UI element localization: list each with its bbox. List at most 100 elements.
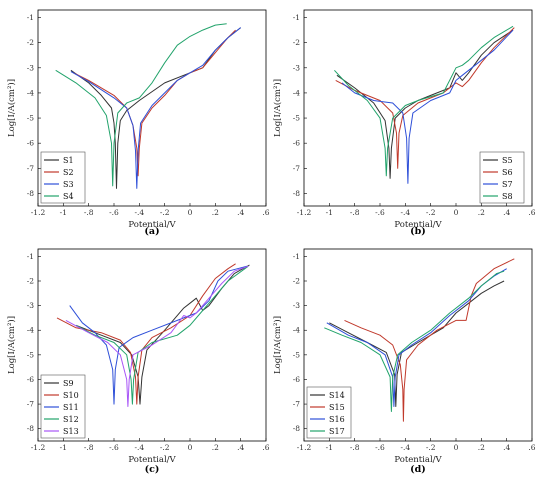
x-tick-label: -.2 — [426, 208, 436, 217]
legend-label: S8 — [502, 192, 513, 201]
x-tick-label: -1 — [60, 208, 67, 217]
x-tick-label: -.6 — [375, 443, 385, 452]
y-tick-label: -1 — [27, 13, 34, 22]
x-tick-label: -.4 — [400, 443, 410, 452]
series-line-s13 — [65, 265, 249, 407]
legend-label: S11 — [63, 403, 79, 412]
series-line-s3 — [70, 27, 242, 189]
legend: S5 S6 S7 S8 — [479, 151, 525, 204]
x-tick-label: -.2 — [160, 208, 170, 217]
panel-caption: (d) — [410, 464, 426, 475]
x-tick-label: -.8 — [84, 208, 94, 217]
legend-label: S14 — [329, 391, 345, 400]
y-axis-label: Log[I/A(cm²)] — [272, 316, 283, 374]
legend: S1 S2 S3 S4 — [40, 151, 86, 204]
x-axis-label: Potential/V — [394, 220, 442, 230]
panel-2: -1.2 -1 -.8 -.6 -.4 -.2 0 .2 .4 .6 -1 -2 -3 -4 -5 -6 -7 -… — [272, 9, 536, 237]
x-tick-label: .2 — [478, 208, 485, 217]
series-group — [324, 258, 515, 422]
legend-label: S13 — [63, 427, 79, 436]
series-line-s4 — [55, 23, 227, 187]
y-tick-label: -7 — [27, 164, 35, 173]
y-tick-label: -6 — [293, 375, 301, 384]
panel-1: -1.2 -1 -.8 -.6 -.4 -.2 0 .2 .4 .6 -1 -2 -3 -4 -5 -6 -7 -… — [6, 9, 270, 237]
x-tick-label: 0 — [188, 208, 193, 217]
x-tick-label: -.4 — [134, 443, 144, 452]
series-line-s2 — [73, 29, 236, 177]
panel-caption: (c) — [145, 464, 160, 475]
x-tick-label: -.2 — [160, 443, 170, 452]
x-tick-label: 0 — [454, 443, 459, 452]
y-tick-label: -4 — [293, 88, 301, 97]
y-tick-label: -4 — [27, 326, 35, 335]
legend-label: S17 — [329, 427, 345, 436]
panel-caption: (a) — [144, 226, 159, 237]
x-tick-label: 0 — [188, 443, 193, 452]
x-tick-label: -1 — [60, 443, 67, 452]
x-tick-label: -.2 — [426, 443, 436, 452]
series-line-s1 — [70, 27, 242, 189]
legend-label: S10 — [63, 391, 79, 400]
y-tick-label: -2 — [293, 38, 301, 47]
series-line-s8 — [334, 25, 514, 177]
x-tick-label: -.6 — [375, 208, 385, 217]
y-tick-label: -7 — [293, 164, 301, 173]
y-tick-label: -3 — [293, 63, 301, 72]
x-tick-label: .4 — [237, 443, 244, 452]
x-tick-label: .4 — [503, 208, 510, 217]
y-tick-label: -6 — [27, 375, 35, 384]
y-tick-label: -2 — [27, 277, 35, 286]
y-tick-label: -5 — [27, 350, 35, 359]
legend-label: S9 — [63, 379, 74, 388]
y-tick-label: -3 — [293, 301, 301, 310]
y-tick-label: -8 — [27, 189, 35, 198]
x-tick-label: -.4 — [134, 208, 144, 217]
x-axis-label: Potential/V — [128, 220, 176, 230]
y-tick-label: -8 — [27, 424, 35, 433]
legend-label: S16 — [329, 415, 345, 424]
legend-label: S12 — [63, 415, 79, 424]
series-line-s5 — [336, 29, 514, 179]
y-tick-label: -8 — [293, 424, 301, 433]
series-line-s9 — [75, 264, 250, 405]
y-tick-label: -7 — [293, 400, 301, 409]
series-group — [334, 25, 515, 184]
x-tick-label: -.6 — [109, 208, 119, 217]
legend-label: S2 — [63, 168, 74, 177]
legend: S14 S15 S16 S17 — [306, 386, 352, 439]
y-tick-label: -1 — [293, 252, 300, 261]
x-tick-label: .6 — [262, 208, 269, 217]
x-tick-label: .6 — [262, 443, 269, 452]
legend-label: S6 — [502, 168, 513, 177]
x-tick-label: 0 — [454, 208, 459, 217]
x-tick-label: -.8 — [350, 443, 360, 452]
x-tick-label: .4 — [503, 443, 510, 452]
legend-label: S5 — [502, 156, 513, 165]
series-group — [56, 263, 250, 407]
legend-label: S4 — [63, 192, 74, 201]
series-line-s6 — [335, 27, 515, 169]
y-axis-label: Log[I/A(cm²)] — [6, 79, 17, 137]
x-tick-label: .6 — [528, 443, 535, 452]
series-line-s15 — [344, 258, 515, 422]
y-tick-label: -7 — [27, 400, 35, 409]
panel-3: -1.2 -1 -.8 -.6 -.4 -.2 0 .2 .4 .6 -1 -2 -3 -4 -5 -6 -7 -… — [6, 248, 270, 475]
x-tick-label: .4 — [237, 208, 244, 217]
x-tick-label: -1 — [326, 208, 333, 217]
y-tick-label: -3 — [27, 301, 35, 310]
legend: S9 S10 S11 S12 S13 — [40, 374, 86, 439]
x-tick-label: .6 — [528, 208, 535, 217]
x-tick-label: -1.2 — [297, 443, 312, 452]
x-tick-label: -1 — [326, 443, 333, 452]
panel-4: -1.2 -1 -.8 -.6 -.4 -.2 0 .2 .4 .6 -1 -2 -3 -4 -5 -6 -7 -… — [272, 248, 536, 475]
y-tick-label: -5 — [293, 114, 301, 123]
y-tick-label: -8 — [293, 189, 301, 198]
legend-label: S7 — [502, 180, 513, 189]
legend-label: S15 — [329, 403, 345, 412]
y-axis-label: Log[I/A(cm²)] — [272, 79, 283, 137]
y-tick-label: -4 — [27, 88, 35, 97]
x-tick-label: -1.2 — [31, 208, 46, 217]
y-tick-label: -2 — [27, 38, 35, 47]
y-tick-label: -6 — [293, 139, 301, 148]
